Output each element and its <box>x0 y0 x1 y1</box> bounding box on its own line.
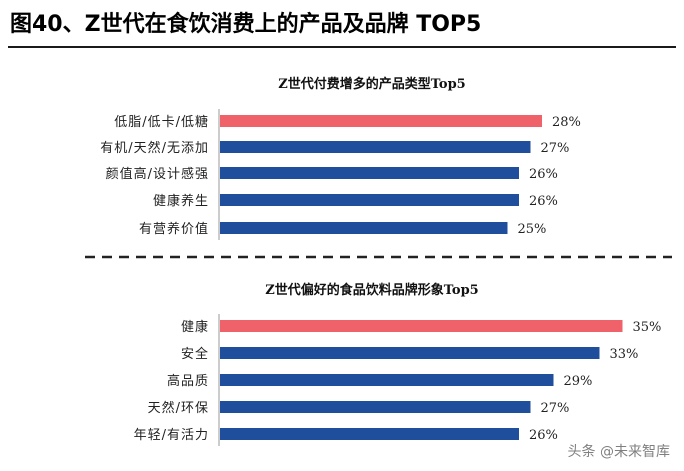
data-label: 26% <box>529 428 558 443</box>
category-label: 有机/天然/无添加 <box>100 140 209 156</box>
data-label: 25% <box>518 222 547 237</box>
chart-title: Z世代付费增多的产品类型Top5 <box>278 76 465 92</box>
bar <box>220 167 519 179</box>
category-label: 高品质 <box>167 373 209 389</box>
category-label: 有营养价值 <box>139 221 209 237</box>
data-label: 29% <box>564 374 593 389</box>
bar <box>220 428 519 440</box>
bar <box>220 222 508 234</box>
bar <box>220 347 600 359</box>
bar <box>220 374 554 386</box>
chart-title: Z世代偏好的食品饮料品牌形象Top5 <box>265 282 478 298</box>
data-label: 27% <box>541 141 570 156</box>
category-label: 天然/环保 <box>148 400 209 416</box>
category-label: 健康 <box>181 319 209 335</box>
watermark: 头条 @未来智库 <box>567 444 670 460</box>
bar <box>220 115 542 127</box>
category-label: 年轻/有活力 <box>134 428 209 443</box>
category-label: 安全 <box>181 346 209 362</box>
figure-title: 图40、Z世代在食饮消费上的产品及品牌 TOP5 <box>10 12 482 37</box>
chart-panel-brand-image: Z世代偏好的食品饮料品牌形象Top5 健康 35% 安全 33% 高品质 29% 天然/环保… <box>134 282 662 446</box>
bar <box>220 401 531 413</box>
category-label: 低脂/低卡/低糖 <box>114 114 209 130</box>
bar <box>220 141 531 153</box>
bar <box>220 194 519 206</box>
bar <box>220 320 623 332</box>
chart-panel-product-types: Z世代付费增多的产品类型Top5 低脂/低卡/低糖 28% 有机/天然/无添加 27%… <box>100 76 581 240</box>
title-divider <box>8 46 676 48</box>
data-label: 26% <box>529 194 558 209</box>
data-label: 35% <box>633 320 662 335</box>
data-label: 33% <box>610 347 639 362</box>
data-label: 28% <box>552 115 581 130</box>
category-label: 颜值高/设计感强 <box>106 166 209 182</box>
data-label: 27% <box>541 401 570 416</box>
category-label: 健康养生 <box>153 193 209 209</box>
data-label: 26% <box>529 167 558 182</box>
